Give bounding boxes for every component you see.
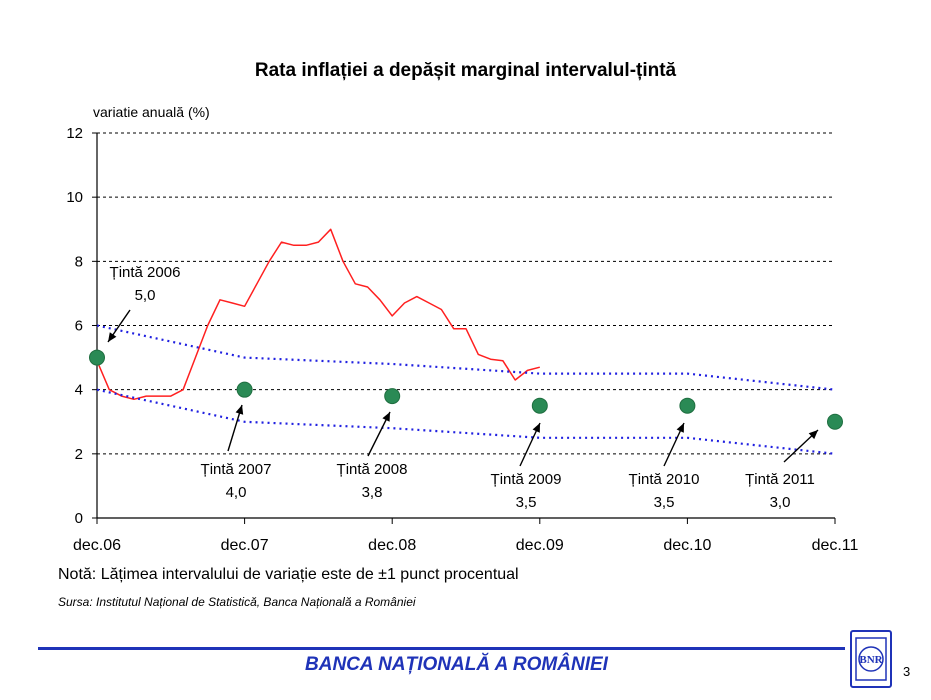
lower-band-line: [96, 388, 836, 455]
annotation-arrowhead: [808, 430, 818, 440]
target-value: 3,5: [654, 494, 675, 511]
target-point: [531, 397, 548, 414]
x-tick-label: dec.08: [368, 537, 416, 554]
footer-divider: [38, 647, 845, 650]
y-axis-label: variatie anuală (%): [93, 104, 210, 120]
x-tick-label: dec.09: [516, 537, 564, 554]
y-tick-label: 12: [66, 125, 83, 142]
target-value: 4,0: [226, 484, 247, 501]
svg-text:BNR: BNR: [859, 654, 883, 666]
target-point: [384, 388, 401, 405]
page-number: 3: [903, 664, 911, 679]
target-label: Țintă 2006: [110, 264, 181, 281]
y-tick-label: 8: [75, 253, 83, 270]
annotation-arrowhead: [532, 423, 540, 433]
target-value: 3,8: [362, 484, 383, 501]
y-tick-label: 10: [66, 189, 83, 206]
x-tick-label: dec.06: [73, 537, 121, 554]
annotation-arrowhead: [676, 423, 684, 433]
target-label: Țintă 2009: [491, 471, 562, 488]
x-tick-label: dec.07: [221, 537, 269, 554]
annotation-arrowhead: [382, 412, 390, 422]
target-label: Țintă 2010: [629, 471, 700, 488]
target-value: 5,0: [135, 287, 156, 304]
target-value: 3,5: [516, 494, 537, 511]
chart-source: Sursa: Institutul Național de Statistică…: [58, 595, 416, 609]
y-tick-label: 2: [75, 446, 83, 463]
bnr-logo: BNR: [850, 630, 892, 688]
target-value: 3,0: [770, 494, 791, 511]
target-label: Țintă 2011: [745, 471, 815, 488]
target-point: [236, 381, 253, 398]
y-tick-label: 0: [75, 510, 83, 527]
target-point: [827, 413, 843, 430]
target-label: Țintă 2007: [201, 461, 272, 478]
chart-plot: 0 2 4 6 8 10 12 dec.06 dec.07 dec.08 dec.09 dec.10 d…: [66, 125, 859, 554]
chart-note: Notă: Lățimea intervalului de variație e…: [58, 566, 519, 583]
footer-bank-name: BANCA NAȚIONALĂ A ROMÂNIEI: [305, 654, 608, 675]
chart-title: Rata inflației a depășit marginal interv…: [254, 60, 677, 81]
y-tick-label: 4: [75, 382, 83, 399]
annotation-arrowhead: [235, 405, 244, 415]
annotation-arrowhead: [108, 332, 117, 342]
target-label: Țintă 2008: [337, 461, 408, 478]
target-point: [679, 397, 696, 414]
upper-band-line: [96, 324, 836, 391]
target-point: [89, 349, 105, 366]
y-tick-label: 6: [75, 318, 83, 335]
x-tick-label: dec.10: [663, 537, 711, 554]
inflation-line: [96, 228, 540, 401]
x-tick-label: dec.11: [812, 537, 859, 554]
